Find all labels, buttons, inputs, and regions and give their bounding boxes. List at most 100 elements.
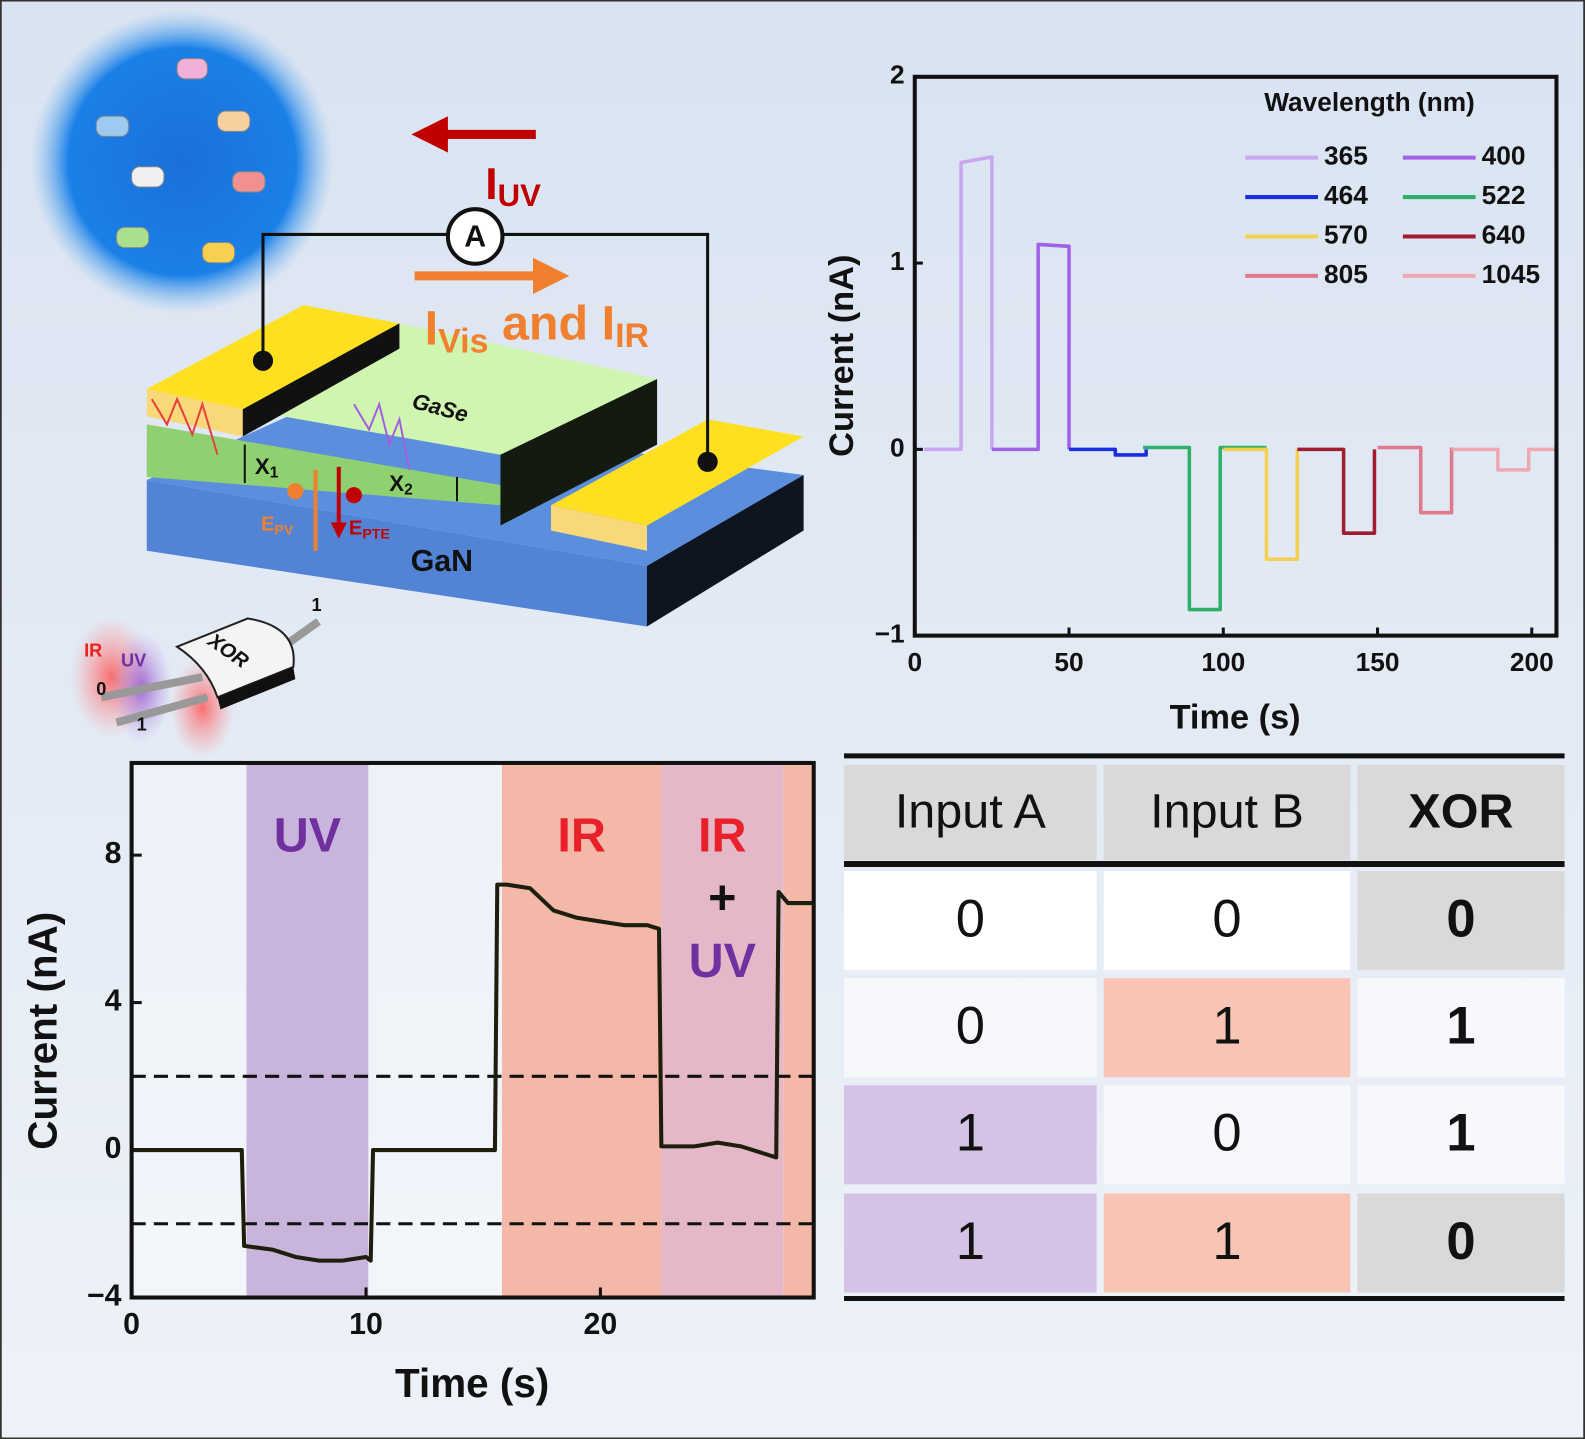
table-cell <box>844 1085 1097 1185</box>
cell-value: 0 <box>1446 1212 1475 1271</box>
label-part: PV <box>274 521 293 537</box>
legend-label: 570 <box>1324 219 1368 249</box>
table-cell <box>1357 1193 1565 1293</box>
label-gate-uv: UV <box>121 651 146 671</box>
truth-table: Input A Input B XOR 0 0 0 0 1 1 1 0 1 1 1 0 <box>844 753 1565 1302</box>
x-tick-label: 200 <box>1510 647 1554 677</box>
table-cell <box>1357 978 1565 1078</box>
label-part: PTE <box>362 525 389 541</box>
cell-value: 1 <box>1446 1104 1475 1163</box>
label-part: E <box>261 514 274 536</box>
header-cell <box>844 764 1097 860</box>
label-e-pte: EPTE <box>349 518 390 541</box>
data-line <box>1143 445 1267 612</box>
label-current-vis-ir: IVis and IIR <box>425 296 649 360</box>
gase-front <box>146 424 501 506</box>
label-part: IR <box>615 317 649 355</box>
shaded-region <box>661 762 784 1298</box>
y-tick-label: 2 <box>890 60 905 90</box>
x-axis-label: Time (s) <box>1170 699 1301 737</box>
label-part: I <box>425 301 438 355</box>
label-part: 1 <box>270 464 279 481</box>
table-cell <box>844 978 1097 1078</box>
shaded-region <box>501 762 662 1298</box>
cell-value: 1 <box>956 1104 985 1163</box>
legend-label: 464 <box>1324 180 1368 210</box>
plot-frame <box>129 760 816 1300</box>
header-cell <box>1103 764 1351 860</box>
electron <box>287 483 304 500</box>
data-line <box>1297 447 1377 535</box>
table-cell <box>844 1193 1097 1293</box>
x-tick-label: 20 <box>584 1308 618 1341</box>
shaded-region <box>783 762 814 1298</box>
data-line <box>924 155 994 452</box>
cell-value: 1 <box>1212 997 1241 1056</box>
table-cell <box>1103 978 1351 1078</box>
legend-label: 400 <box>1482 141 1526 171</box>
ammeter <box>445 207 505 266</box>
legend-label: 1045 <box>1482 259 1540 289</box>
label-current-uv: IUV <box>485 160 541 213</box>
table-cell <box>1103 1085 1351 1185</box>
data-line <box>131 882 814 1263</box>
cell-value: 0 <box>1212 1104 1241 1163</box>
label-part: X <box>389 471 404 496</box>
xor-gate <box>174 617 295 699</box>
region-label: IR <box>698 809 747 863</box>
table-cell <box>1103 871 1351 971</box>
header-label: XOR <box>1408 784 1513 838</box>
cell-value: 1 <box>956 1212 985 1271</box>
table-cell <box>1103 1193 1351 1293</box>
contact <box>697 451 718 472</box>
y-tick-label: −4 <box>87 1280 122 1313</box>
data-line <box>1069 447 1148 457</box>
header-label: Input A <box>895 784 1047 838</box>
glow <box>30 10 334 314</box>
label-part: 2 <box>404 482 413 499</box>
label-gate-output: 1 <box>311 595 321 615</box>
x-tick-label: 10 <box>349 1308 383 1341</box>
y-tick-label: −1 <box>875 619 905 649</box>
light-wave <box>150 396 219 456</box>
y-tick-label: 8 <box>105 837 122 870</box>
label-part: and I <box>488 296 615 350</box>
region-label: + <box>708 871 736 925</box>
electrode-left <box>146 305 400 410</box>
hole <box>345 487 363 504</box>
table-cell <box>1357 871 1565 971</box>
electrode-left-front <box>146 389 243 437</box>
xor-gate-side <box>217 666 296 710</box>
gate-pin <box>100 673 204 702</box>
gase-side <box>500 378 658 526</box>
x-tick-label: 0 <box>123 1308 140 1341</box>
shaded-region <box>246 762 369 1298</box>
table-cell <box>844 871 1097 971</box>
y-tick-label: 0 <box>890 432 905 462</box>
region-label: IR <box>557 809 606 863</box>
legend-label: 640 <box>1482 219 1526 249</box>
legend-title: Wavelength (nm) <box>1264 87 1475 117</box>
cell-value: 0 <box>956 997 985 1056</box>
label-e-pv: EPV <box>261 514 294 537</box>
cell-value: 1 <box>1212 1212 1241 1271</box>
data-line <box>1451 447 1557 472</box>
legend-label: 365 <box>1324 141 1368 171</box>
x-tick-label: 100 <box>1201 647 1245 677</box>
label-part: X <box>255 454 270 479</box>
x-tick-label: 0 <box>907 647 922 677</box>
label-x2: X2 <box>389 471 413 499</box>
label-ammeter: A <box>464 220 486 253</box>
region-label: UV <box>689 934 757 988</box>
label-part: Vis <box>438 322 488 360</box>
electrode-left-side <box>242 323 400 437</box>
plot-frame <box>912 74 1559 638</box>
legend-label: 522 <box>1482 180 1526 210</box>
contact <box>252 350 274 371</box>
cell-value: 0 <box>956 889 985 948</box>
label-gate-input-1: 1 <box>137 714 147 734</box>
label-part: UV <box>498 178 541 213</box>
y-tick-label: 1 <box>890 246 905 276</box>
